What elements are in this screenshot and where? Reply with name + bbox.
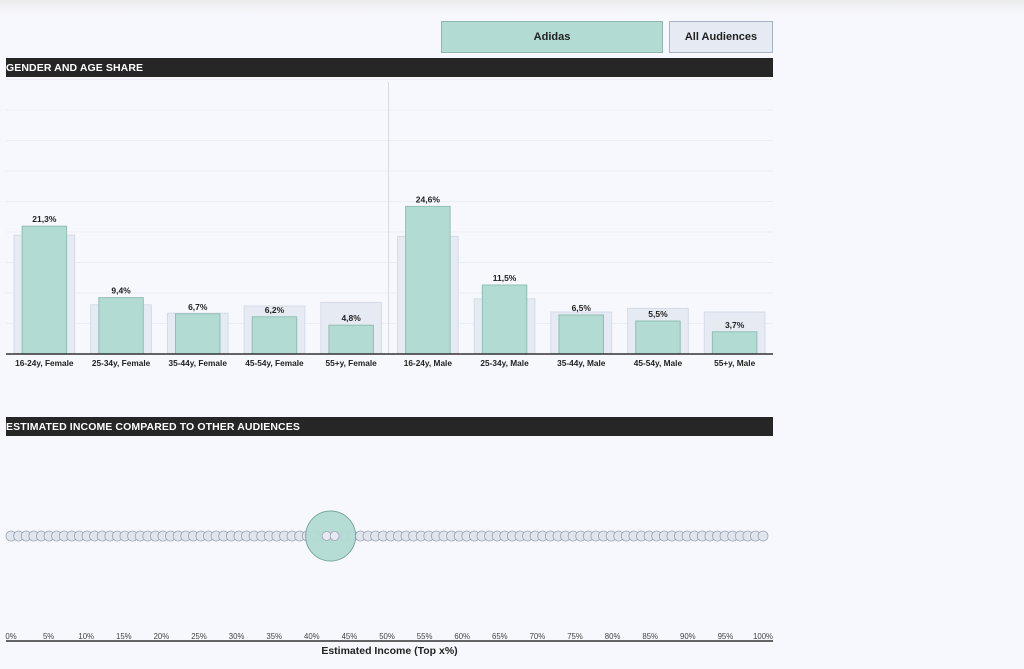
- income-tick-label: 35%: [266, 632, 282, 641]
- category-tick-label: 45-54y, Male: [634, 358, 683, 368]
- income-tick-label: 45%: [342, 632, 358, 641]
- category-tick-label: 55+y, Male: [714, 358, 756, 368]
- income-tick-label: 70%: [530, 632, 546, 641]
- legend-adidas-label: Adidas: [533, 31, 571, 43]
- income-tick-label: 80%: [605, 632, 621, 641]
- income-x-axis-title: Estimated Income (Top x%): [321, 645, 458, 657]
- category-tick-label: 16-24y, Female: [15, 358, 74, 368]
- income-tick-label: 60%: [454, 632, 470, 641]
- category-tick-label: 35-44y, Female: [169, 358, 228, 368]
- category-tick-label: 45-54y, Female: [245, 358, 304, 368]
- bar-adidas[interactable]: [635, 320, 681, 355]
- category-tick-label: 16-24y, Male: [404, 358, 453, 368]
- bar-adidas[interactable]: [21, 225, 68, 355]
- income-tick-label: 10%: [78, 632, 94, 641]
- bar-value-label: 5,5%: [648, 309, 668, 319]
- income-tick-label: 65%: [492, 632, 508, 641]
- bar-value-label: 9,4%: [111, 286, 131, 296]
- category-tick-label: 25-34y, Female: [92, 358, 151, 368]
- bar-adidas[interactable]: [481, 284, 528, 355]
- income-tick-label: 100%: [753, 632, 773, 641]
- income-tick-label: 50%: [379, 632, 395, 641]
- bar-value-label: 6,7%: [188, 302, 208, 312]
- legend-all-audiences-label: All Audiences: [684, 31, 758, 43]
- category-tick-label: 25-34y, Male: [480, 358, 529, 368]
- gender-age-bar-chart: 21,3% 16-24y, Female 9,4% 25-34y, Female 6,7…: [6, 79, 773, 368]
- bar-adidas[interactable]: [558, 314, 604, 355]
- income-section-header: ESTIMATED INCOME COMPARED TO OTHER AUDIE…: [6, 417, 773, 436]
- bar-value-label: 24,6%: [416, 194, 441, 204]
- bar-value-label: 6,2%: [265, 305, 285, 315]
- other-audience-dot[interactable]: [757, 530, 769, 542]
- income-dot-chart: 0% 5% 10% 15% 20% 25% 30% 35% 40% 45% 50% 55% 60% 65%…: [5, 510, 773, 642]
- income-tick-label: 15%: [116, 632, 132, 641]
- income-tick-label: 0%: [5, 632, 16, 641]
- bar-adidas[interactable]: [251, 316, 298, 355]
- income-tick-label: 5%: [43, 632, 54, 641]
- bar-adidas[interactable]: [175, 313, 221, 355]
- income-tick-label: 55%: [417, 632, 433, 641]
- top-band: [0, 0, 1024, 14]
- income-tick-label: 85%: [642, 632, 658, 641]
- gender-age-section-header: GENDER AND AGE SHARE: [6, 58, 773, 77]
- income-tick-label: 20%: [154, 632, 170, 641]
- gender-age-section-title: GENDER AND AGE SHARE: [6, 61, 144, 74]
- bar-adidas[interactable]: [98, 297, 144, 355]
- bar-value-label: 4,8%: [341, 313, 361, 323]
- category-tick-label: 35-44y, Male: [557, 358, 606, 368]
- income-tick-label: 25%: [191, 632, 207, 641]
- income-section-title: ESTIMATED INCOME COMPARED TO OTHER AUDIE…: [6, 420, 300, 433]
- income-tick-label: 30%: [229, 632, 245, 641]
- legend-adidas-button[interactable]: Adidas: [441, 21, 663, 53]
- bar-adidas[interactable]: [405, 205, 451, 355]
- income-tick-label: 40%: [304, 632, 320, 641]
- income-tick-label: 95%: [718, 632, 734, 641]
- income-tick-label: 90%: [680, 632, 696, 641]
- bar-value-label: 11,5%: [493, 273, 517, 283]
- bar-value-label: 21,3%: [32, 214, 57, 224]
- income-tick-label: 75%: [567, 632, 583, 641]
- legend-all-audiences-button[interactable]: All Audiences: [669, 21, 773, 53]
- bar-adidas[interactable]: [711, 331, 758, 355]
- bar-value-label: 3,7%: [725, 320, 745, 330]
- category-tick-label: 55+y, Female: [326, 358, 378, 368]
- bar-value-label: 6,5%: [572, 303, 592, 313]
- other-audience-dot[interactable]: [329, 531, 340, 541]
- bar-adidas[interactable]: [328, 324, 374, 355]
